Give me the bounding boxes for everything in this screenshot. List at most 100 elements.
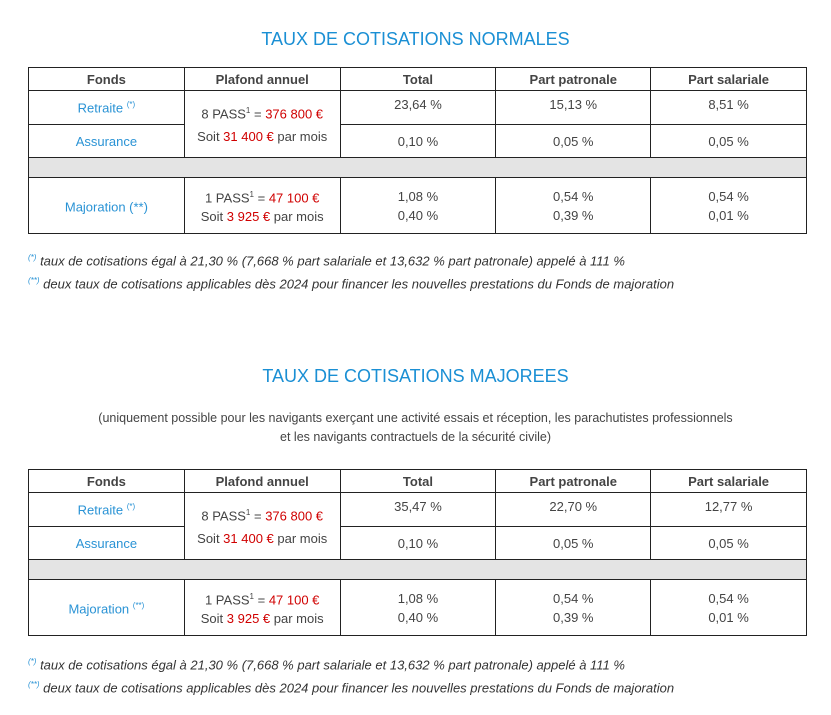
- footnote-mark: (**): [132, 601, 145, 611]
- fund-name: Assurance: [75, 535, 138, 551]
- rate: 0,39 %: [553, 609, 594, 625]
- column-header: Part salariale: [650, 469, 807, 493]
- rate: 0,05 %: [553, 133, 594, 149]
- column-header: Fonds: [28, 67, 185, 91]
- plafond-cell: 8 PASS1 = 376 800 € Soit 31 400 € par moi…: [183, 90, 341, 158]
- rate-cell: 0,54 % 0,39 %: [495, 579, 652, 636]
- table-row: Assurance 0,10 % 0,05 % 0,05 %: [28, 526, 807, 560]
- rate: 15,13 %: [549, 97, 598, 112]
- plafond-line: Soit 31 400 € par mois: [185, 126, 340, 148]
- footnote: (**) deux taux de cotisations applicable…: [28, 675, 674, 698]
- subtitle-line: et les navigants contractuels de la sécu…: [280, 430, 551, 444]
- rates-table: Fonds Plafond annuel Total Part patronale Pa…: [28, 469, 807, 636]
- footnote: (*) taux de cotisations égal à 21,30 % (…: [28, 248, 674, 271]
- rate-cell: 0,54 % 0,39 %: [495, 177, 652, 234]
- footnote: (*) taux de cotisations égal à 21,30 % (…: [28, 652, 674, 675]
- plafond-line: Soit 31 400 € par mois: [185, 528, 340, 550]
- rate: 0,54 %: [553, 188, 594, 204]
- plafond-line: 8 PASS1 = 376 800 €: [185, 502, 340, 527]
- rate-cell: 1,08 % 0,40 %: [339, 177, 497, 234]
- footnote-mark: (**): [28, 276, 40, 286]
- rate: 1,08 %: [397, 590, 439, 606]
- footnote-text: taux de cotisations égal à 21,30 % (7,66…: [36, 657, 625, 673]
- undefined: Soit: [197, 128, 224, 144]
- rate: 0,40 %: [397, 609, 439, 625]
- table-row: Majoration (**) 1 PASS1 = 47 100 € Soit 3…: [28, 177, 807, 234]
- rate: 12,77 %: [704, 499, 753, 514]
- separator-row: [28, 157, 807, 178]
- rate: 8,51 %: [708, 97, 749, 112]
- undefined: =: [250, 508, 266, 524]
- rate: 0,01 %: [708, 207, 749, 223]
- header-row: Fonds Plafond annuel Total Part patronale Pa…: [28, 67, 807, 91]
- plafond-cell: 8 PASS1 = 376 800 € Soit 31 400 € par moi…: [183, 492, 341, 560]
- rate: 22,70 %: [549, 499, 598, 514]
- undefined: =: [253, 190, 269, 206]
- column-header: Total: [339, 469, 497, 493]
- footnote-mark: 1: [245, 508, 251, 518]
- table-row: Majoration (**) 1 PASS1 = 47 100 € Soit 3 …: [28, 579, 807, 636]
- footnote-mark: (*): [126, 501, 136, 511]
- column-header: Part patronale: [495, 67, 652, 91]
- footnote-text: deux taux de cotisations applicables dès…: [39, 276, 675, 292]
- amount: 47 100 €: [268, 592, 320, 608]
- table-row: Assurance 0,10 % 0,05 % 0,05 %: [28, 124, 807, 158]
- rate: 0,05 %: [553, 535, 594, 551]
- plafond-line: 1 PASS1 = 47 100 €: [185, 185, 340, 207]
- undefined: par mois: [270, 611, 324, 627]
- subtitle-line: (uniquement possible pour les navigants …: [98, 411, 733, 425]
- footnote-mark: (*): [28, 657, 37, 666]
- fund-name: Assurance: [75, 133, 138, 149]
- plafond-line: Soit 3 925 € par mois: [185, 609, 340, 628]
- rate: 0,40 %: [397, 207, 439, 223]
- footnote-mark: (**): [28, 680, 40, 690]
- footnote: (**) deux taux de cotisations applicable…: [28, 271, 674, 294]
- rate: 0,10 %: [397, 133, 439, 149]
- footnote-text: deux taux de cotisations applicables dès…: [39, 680, 675, 696]
- rate: 0,05 %: [708, 535, 749, 551]
- rate-cell: 0,54 % 0,01 %: [650, 579, 807, 636]
- rate: 0,10 %: [397, 535, 439, 551]
- section-subtitle: (uniquement possible pour les navigants …: [0, 409, 831, 447]
- column-header: Plafond annuel: [183, 469, 341, 493]
- plafond-line: 1 PASS1 = 47 100 €: [185, 587, 340, 609]
- undefined: 1 PASS: [204, 592, 250, 608]
- undefined: 1 PASS: [204, 190, 250, 206]
- rate: 0,05 %: [708, 133, 749, 149]
- undefined: par mois: [270, 209, 324, 225]
- monthly-amount: 3 925 €: [226, 209, 271, 225]
- footnotes: (*) taux de cotisations égal à 21,30 % (…: [28, 248, 674, 295]
- rate: 23,64 %: [394, 97, 442, 112]
- undefined: Soit: [200, 611, 227, 627]
- undefined: =: [250, 106, 266, 122]
- monthly-amount: 3 925 €: [226, 611, 271, 627]
- column-header: Part salariale: [650, 67, 807, 91]
- rate: 0,54 %: [553, 590, 594, 606]
- footnote-mark: 1: [245, 106, 251, 116]
- undefined: Soit: [197, 530, 224, 546]
- undefined: 8 PASS: [201, 508, 246, 524]
- rate: 35,47 %: [394, 499, 442, 514]
- fund-name: Retraite: [77, 100, 124, 116]
- column-header: Part patronale: [495, 469, 652, 493]
- plafond-line: Soit 3 925 € par mois: [185, 207, 340, 226]
- undefined: Soit: [200, 209, 227, 225]
- separator-row: [28, 559, 807, 580]
- footnote-text: taux de cotisations égal à 21,30 % (7,66…: [36, 253, 625, 269]
- fund-cell: Retraite (*): [28, 492, 185, 527]
- table-row: Retraite (*) 8 PASS1 = 376 800 € Soit 31 …: [28, 90, 807, 158]
- rate: 0,01 %: [708, 609, 749, 625]
- footnote-mark: (*): [126, 99, 136, 109]
- footnote-mark: 1: [249, 189, 254, 199]
- rates-table: Fonds Plafond annuel Total Part patronale Pa…: [28, 67, 807, 234]
- footnote-mark: (*): [28, 253, 37, 262]
- undefined: =: [253, 592, 269, 608]
- rate: 0,54 %: [708, 590, 749, 606]
- column-header: Plafond annuel: [183, 67, 341, 91]
- plafond-line: 8 PASS1 = 376 800 €: [185, 100, 340, 125]
- undefined: 8 PASS: [201, 106, 246, 122]
- rate: 1,08 %: [397, 188, 439, 204]
- rate-cell: 1,08 % 0,40 %: [339, 579, 497, 636]
- section-title: TAUX DE COTISATIONS MAJOREES: [262, 366, 569, 386]
- amount: 47 100 €: [268, 190, 320, 206]
